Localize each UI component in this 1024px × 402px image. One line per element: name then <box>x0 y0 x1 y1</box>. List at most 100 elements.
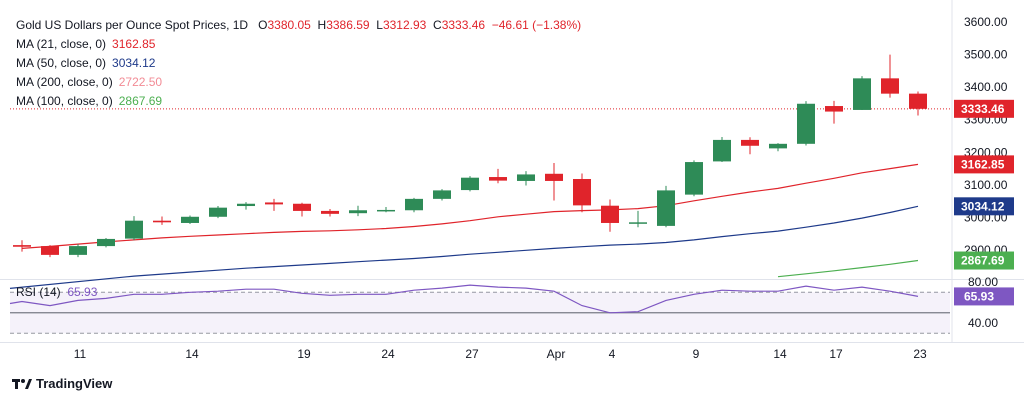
candle-body <box>181 216 199 223</box>
candle-body <box>685 162 703 195</box>
candle-body <box>881 78 899 94</box>
candle-body <box>349 210 367 214</box>
time-tick-label: 14 <box>185 347 199 361</box>
ma50-label: MA (50, close, 0) <box>16 56 107 70</box>
candle-body <box>545 173 563 181</box>
open-label: O <box>258 18 268 32</box>
ma21-label: MA (21, close, 0) <box>16 37 107 51</box>
ma50-line <box>9 205 919 289</box>
candle-body <box>517 174 535 181</box>
candle-body <box>853 78 871 110</box>
time-tick-label: 17 <box>829 347 843 361</box>
candle-body <box>797 103 815 144</box>
candle <box>489 168 507 184</box>
price-tick-label: 3100.00 <box>964 178 1008 192</box>
candle <box>741 137 759 155</box>
tradingview-logo[interactable]: TradingView <box>12 376 112 391</box>
rsi-tag: 65.93 <box>964 289 994 303</box>
candle <box>153 216 171 225</box>
rsi-tick-label: 80.00 <box>968 275 998 289</box>
ma21-tag-bg <box>954 155 1014 174</box>
rsi-legend[interactable]: RSI (14) 65.93 <box>16 285 97 299</box>
candle <box>629 210 647 228</box>
candle <box>265 198 283 211</box>
candle <box>685 160 703 197</box>
candle <box>545 163 563 201</box>
candle <box>517 171 535 186</box>
price-tick-label: 3600.00 <box>964 15 1008 29</box>
candle-body <box>461 177 479 191</box>
candle <box>321 208 339 217</box>
candle <box>209 206 227 219</box>
time-tick-label: 23 <box>913 347 927 361</box>
candle <box>433 189 451 201</box>
candle-body <box>629 222 647 224</box>
time-tick-label: 24 <box>381 347 395 361</box>
ma50-tag-bg <box>954 197 1014 216</box>
candle-body <box>713 139 731 162</box>
candle-body <box>769 143 787 149</box>
ma200-value: 2722.50 <box>118 75 163 89</box>
candle <box>825 100 843 124</box>
candle-body <box>825 106 843 112</box>
ma100-tag-bg <box>954 251 1014 270</box>
rsi-tick-label: 40.00 <box>968 316 998 330</box>
ma21-legend[interactable]: MA (21, close, 0) 3162.85 <box>16 35 581 54</box>
candle-body <box>237 203 255 207</box>
last-price-tag-bg <box>954 99 1014 118</box>
time-tick-label: Apr <box>547 347 566 361</box>
ma50-tag: 3034.12 <box>961 199 1005 213</box>
candle-body <box>209 207 227 217</box>
ma50-legend[interactable]: MA (50, close, 0) 3034.12 <box>16 54 581 73</box>
ma50-value: 3034.12 <box>112 56 156 70</box>
candle-body <box>153 220 171 223</box>
candle-body <box>125 220 143 239</box>
candle-body <box>573 178 591 206</box>
candle <box>853 76 871 110</box>
candle <box>461 176 479 192</box>
time-tick-label: 19 <box>297 347 311 361</box>
candle-body <box>13 245 31 247</box>
candle-body <box>741 139 759 146</box>
close-label: C <box>433 18 442 32</box>
ma200-legend[interactable]: MA (200, close, 0) 2722.50 <box>16 73 581 92</box>
ma100-label: MA (100, close, 0) <box>16 94 113 108</box>
ma200-label: MA (200, close, 0) <box>16 75 113 89</box>
candle-body <box>293 203 311 211</box>
chart-legend: Gold US Dollars per Ounce Spot Prices, 1… <box>16 16 581 111</box>
rsi-line <box>9 284 919 314</box>
candle-body <box>433 190 451 199</box>
candle <box>909 91 927 116</box>
time-tick-label: 9 <box>693 347 700 361</box>
price-tick-label: 3400.00 <box>964 80 1008 94</box>
time-tick-label: 14 <box>773 347 787 361</box>
change-value: −46.61 (−1.38%) <box>491 18 582 32</box>
time-tick-label: 4 <box>609 347 616 361</box>
open-value: 3380.05 <box>267 18 311 32</box>
candle-body <box>41 246 59 255</box>
candle-body <box>909 93 927 109</box>
ohlc-row: Gold US Dollars per Ounce Spot Prices, 1… <box>16 16 581 35</box>
brand-name: TradingView <box>36 376 113 391</box>
candle <box>97 237 115 248</box>
candle <box>349 205 367 217</box>
candle-body <box>377 209 395 212</box>
candle-body <box>657 190 675 226</box>
candle <box>377 207 395 213</box>
last-price-tag: 3333.46 <box>961 102 1005 116</box>
candle <box>69 244 87 258</box>
low-value: 3312.93 <box>382 18 427 32</box>
candle <box>237 202 255 210</box>
high-label: H <box>317 18 327 32</box>
candle <box>13 240 31 252</box>
close-value: 3333.46 <box>441 18 486 32</box>
ma100-legend[interactable]: MA (100, close, 0) 2867.69 <box>16 92 581 111</box>
ma21-line <box>21 163 919 249</box>
price-tick-label: 3500.00 <box>964 48 1008 62</box>
candle-body <box>601 205 619 223</box>
low-label: L <box>376 18 383 32</box>
rsi-value: 65.93 <box>67 285 98 299</box>
candle <box>181 215 199 224</box>
ma21-value: 3162.85 <box>112 37 156 51</box>
